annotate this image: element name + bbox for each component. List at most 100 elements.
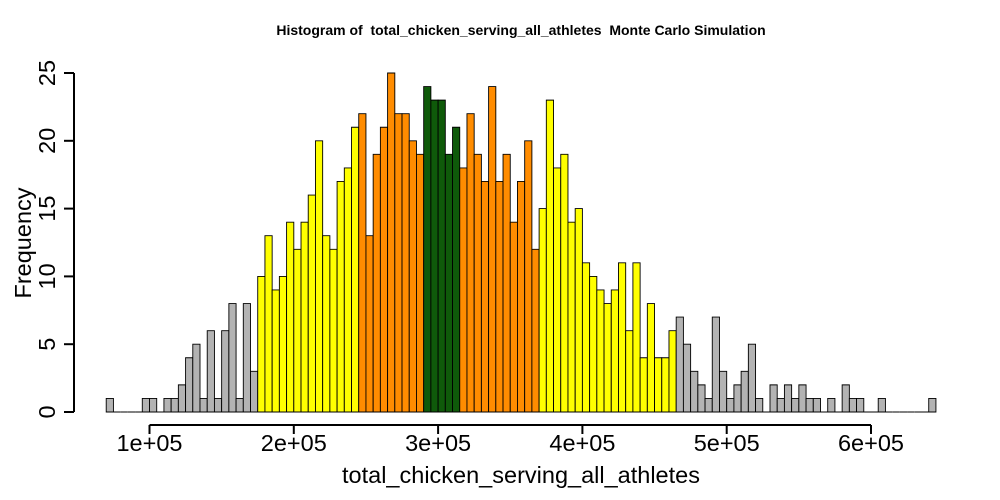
histogram-bar xyxy=(329,248,338,413)
histogram-bar xyxy=(307,194,316,413)
histogram-bar xyxy=(538,208,547,413)
histogram-bar xyxy=(704,397,713,413)
histogram-bar xyxy=(416,153,425,413)
histogram-bars xyxy=(105,72,937,413)
histogram-bar xyxy=(791,397,800,413)
histogram-bar xyxy=(711,316,720,413)
histogram-bar xyxy=(509,221,518,413)
histogram-bar xyxy=(798,384,807,413)
histogram-bar xyxy=(776,397,785,413)
histogram-bar xyxy=(625,330,634,413)
histogram-bar xyxy=(632,262,641,413)
chart-title: Histogram of total_chicken_serving_all_a… xyxy=(276,22,765,38)
histogram-bar xyxy=(856,397,865,413)
histogram-bar xyxy=(394,113,403,413)
histogram-bar xyxy=(271,289,280,413)
histogram-bar xyxy=(661,357,670,413)
histogram-bar xyxy=(437,99,446,413)
histogram-bar xyxy=(379,126,389,413)
histogram-bar xyxy=(372,153,381,413)
histogram-bar xyxy=(682,343,692,413)
histogram-bar xyxy=(610,289,619,413)
histogram-bar xyxy=(812,397,821,413)
histogram-bar xyxy=(228,303,237,413)
histogram-bar xyxy=(408,140,417,413)
histogram-bar xyxy=(517,181,526,413)
histogram-bar xyxy=(343,167,352,413)
histogram-bar xyxy=(646,303,655,413)
histogram-bar xyxy=(199,397,208,413)
histogram-bar xyxy=(769,384,778,413)
histogram-bar xyxy=(286,221,295,413)
histogram-bar xyxy=(105,397,114,413)
histogram-bar xyxy=(618,262,627,413)
y-tick-label: 25 xyxy=(34,60,60,86)
histogram-bar xyxy=(444,153,453,413)
histogram-bar xyxy=(351,126,360,413)
y-axis-label: Frequency xyxy=(10,187,36,298)
histogram-bar xyxy=(185,357,194,413)
histogram-bar xyxy=(336,181,345,413)
histogram-bar xyxy=(257,275,266,413)
histogram-bar xyxy=(235,397,244,413)
histogram-bar xyxy=(654,357,663,413)
histogram-bar xyxy=(423,86,432,413)
histogram-bar xyxy=(848,397,858,413)
histogram-bar xyxy=(488,86,497,413)
histogram-bar xyxy=(827,397,836,413)
histogram-bar xyxy=(278,275,288,413)
histogram-bar xyxy=(401,113,410,413)
x-tick-label: 5e+05 xyxy=(694,430,760,456)
histogram-bar xyxy=(841,384,850,413)
y-axis: 0 5 10 15 20 25 xyxy=(34,60,75,419)
histogram-bar xyxy=(495,181,504,413)
histogram-bar xyxy=(221,330,230,413)
histogram-bar xyxy=(747,343,757,413)
x-tick-label: 1e+05 xyxy=(116,430,182,456)
x-axis: 1e+05 2e+05 3e+05 4e+05 5e+05 6e+05 xyxy=(116,424,904,456)
histogram-bar xyxy=(675,316,684,413)
histogram-bar xyxy=(387,72,396,413)
histogram-bar xyxy=(531,248,540,413)
histogram-bar xyxy=(719,370,728,413)
histogram-bar xyxy=(639,357,648,413)
y-tick-label: 10 xyxy=(34,263,60,289)
x-tick-label: 3e+05 xyxy=(405,430,471,456)
histogram-bar xyxy=(322,235,331,413)
histogram-bar xyxy=(314,140,324,413)
y-tick-label: 15 xyxy=(34,196,60,222)
x-tick-label: 2e+05 xyxy=(261,430,327,456)
histogram-bar xyxy=(264,235,273,413)
histogram-bar xyxy=(928,397,937,413)
histogram-bar xyxy=(574,208,583,413)
histogram-bar xyxy=(192,343,201,413)
histogram-bar xyxy=(740,370,749,413)
histogram-bar xyxy=(567,221,576,413)
histogram-bar xyxy=(473,153,482,413)
histogram-bar xyxy=(141,397,150,413)
histogram-bar xyxy=(365,235,374,413)
histogram-bar xyxy=(805,397,814,413)
histogram-bar xyxy=(668,330,677,413)
histogram-bar xyxy=(733,384,742,413)
histogram-bar xyxy=(293,248,302,413)
histogram-bar xyxy=(560,153,569,413)
y-tick-label: 5 xyxy=(34,338,60,351)
y-tick-label: 0 xyxy=(34,405,60,418)
histogram-bar xyxy=(242,303,251,413)
histogram-bar xyxy=(170,397,179,413)
histogram-bar xyxy=(358,113,367,413)
histogram-bar xyxy=(149,397,158,413)
histogram-bar xyxy=(177,384,187,413)
histogram-bar xyxy=(459,167,468,413)
histogram-bar xyxy=(502,153,511,413)
histogram-bar xyxy=(690,370,699,413)
histogram-bar xyxy=(250,370,259,413)
x-tick-label: 4e+05 xyxy=(549,430,615,456)
histogram-bar xyxy=(213,397,223,413)
histogram-bar xyxy=(589,275,598,413)
histogram-bar xyxy=(877,397,886,413)
histogram-bar xyxy=(452,126,461,413)
histogram-bar xyxy=(430,99,439,413)
